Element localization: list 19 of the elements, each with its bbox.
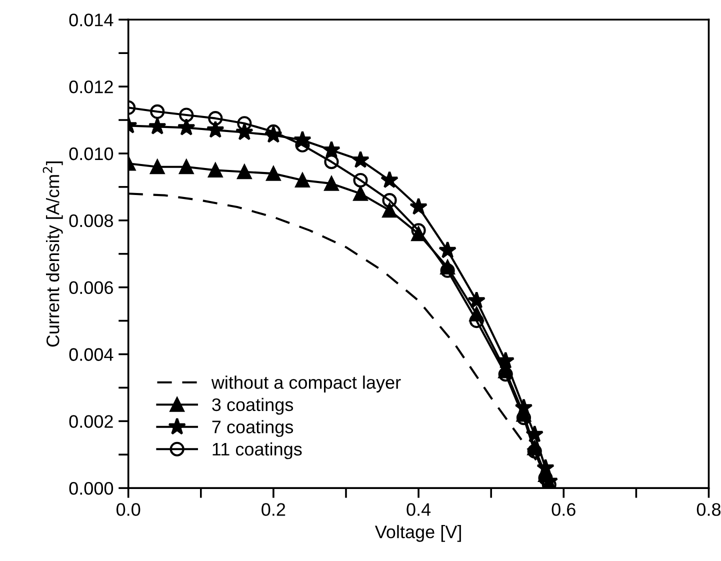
x-tick-label: 0.6 (552, 503, 576, 516)
y-tick-label: 0.002 (69, 415, 113, 428)
y-tick-label: 0.004 (69, 348, 114, 361)
y-tick-label: 0.008 (69, 214, 113, 228)
legend-label: without a compact layer (211, 376, 401, 392)
y-tick-label: 0.000 (69, 482, 114, 495)
y-tick-label: 0.014 (69, 14, 114, 26)
x-axis-title: Voltage [V] (374, 525, 461, 542)
legend-label: 11 coatings (212, 442, 302, 460)
x-tick-label: 0.2 (262, 503, 286, 516)
y-tick-label: 0.012 (69, 80, 113, 94)
legend-label: 3 coatings (212, 398, 294, 415)
x-tick-label: 0.4 (406, 503, 431, 516)
y-tick-label: 0.010 (69, 147, 114, 160)
y-tick-label: 0.006 (69, 281, 113, 294)
legend-label: 7 coatings (212, 420, 294, 437)
x-tick-label: 0.8 (696, 503, 721, 516)
y-axis-title: Current density [A/cm$^{2}$] (42, 162, 63, 347)
x-tick-label: 0.0 (116, 503, 140, 516)
